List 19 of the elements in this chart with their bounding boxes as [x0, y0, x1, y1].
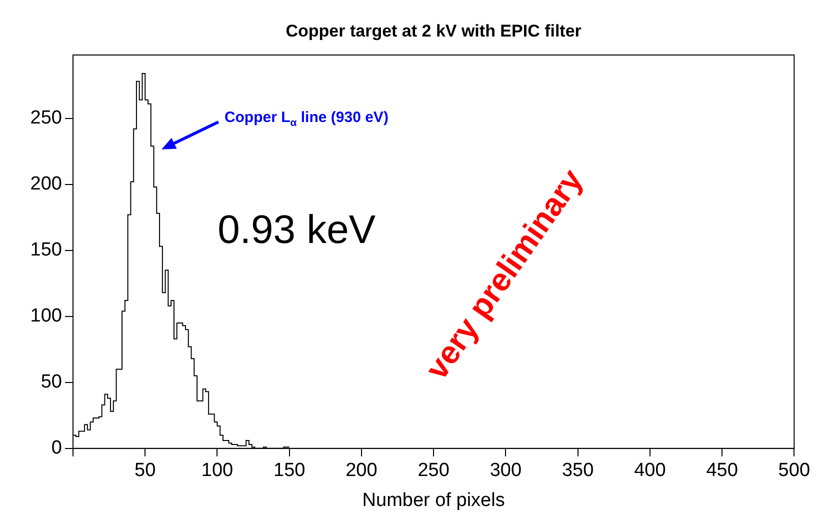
x-tick-label: 50 — [134, 460, 156, 482]
x-tick-label: 100 — [201, 460, 234, 482]
x-tick-label: 450 — [706, 460, 738, 482]
y-tick-label: 150 — [30, 240, 62, 261]
x-axis-title: Number of pixels — [362, 490, 505, 511]
x-tick-label: 350 — [562, 460, 594, 482]
y-tick-label: 250 — [30, 108, 62, 129]
y-tick-label: 200 — [30, 174, 62, 195]
x-tick-label: 300 — [490, 460, 522, 482]
x-tick-label: 200 — [346, 460, 378, 482]
y-tick-label: 0 — [51, 438, 62, 459]
x-tick-label: 250 — [418, 460, 450, 482]
x-tick-label: 500 — [778, 460, 810, 482]
x-tick-label: 400 — [634, 460, 666, 482]
chart-title: Copper target at 2 kV with EPIC filter — [286, 22, 582, 41]
y-tick-label: 100 — [30, 306, 62, 327]
annotation: 0.93 keV — [218, 208, 376, 252]
y-tick-label: 50 — [40, 372, 62, 393]
x-tick-label: 150 — [273, 460, 306, 482]
